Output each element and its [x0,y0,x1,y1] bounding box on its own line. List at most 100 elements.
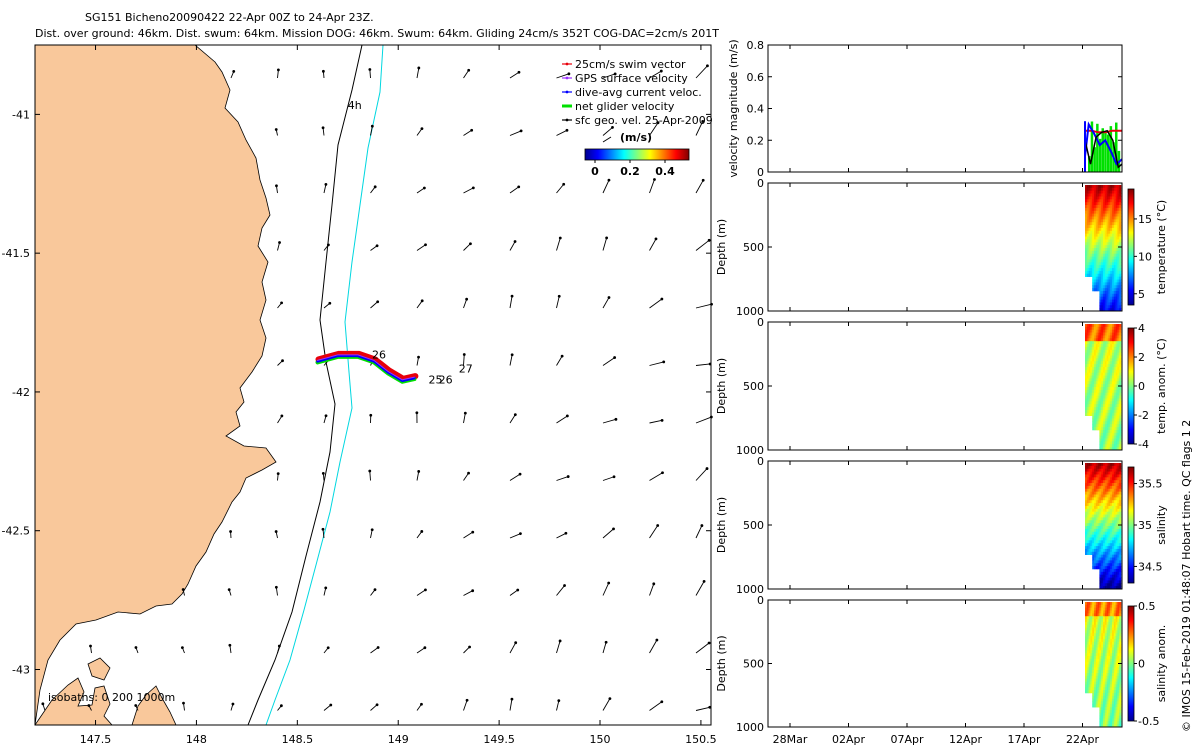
heatmap-cell [1097,548,1100,553]
heatmap-cell [1099,673,1102,677]
heatmap-cell [1094,202,1097,206]
heatmap-cell [1117,378,1120,382]
heatmap-cell [1099,409,1102,414]
heatmap-cell [1101,199,1104,203]
heatmap-cell [1099,607,1102,611]
heatmap-cell [1108,270,1111,275]
heatmap-cell [1092,650,1095,654]
heatmap-cell [1112,225,1115,229]
heatmap-cell [1112,540,1115,544]
heatmap-cell [1099,621,1102,626]
heatmap-cell [1095,624,1098,628]
current-arrow [463,472,469,481]
heatmap-cell [1110,248,1113,252]
heatmap-cell [1117,285,1120,289]
heatmap-cell [1108,407,1111,411]
heatmap-cell [1115,290,1118,295]
heatmap-cell [1110,279,1113,283]
depth-y-label: Depth (m) [715,219,728,275]
heatmap-cell [1095,508,1098,513]
heatmap-cell [1104,424,1107,428]
heatmap-cell [1094,193,1097,197]
heatmap-cell [1108,641,1111,645]
heatmap-cell [1119,695,1122,699]
depth-axes-frame [767,182,1123,312]
heatmap-cell [1095,537,1098,541]
current-arrow [463,129,472,136]
heatmap-cell [1108,372,1111,376]
heatmap-cell [1104,341,1107,345]
heatmap-cell [1108,503,1111,507]
heatmap-cell [1086,387,1089,391]
heatmap-cell [1097,199,1100,203]
dive-avg-band [316,354,416,383]
heatmap-cell [1090,369,1093,374]
heatmap-cell [1088,548,1091,553]
heatmap-cell [1095,392,1098,396]
heatmap-cell [1099,412,1102,416]
heatmap-cell [1090,508,1093,513]
heatmap-cell [1099,332,1102,336]
velocity-series-line [1084,121,1123,166]
heatmap-cell [1110,233,1113,237]
heatmap-cell [1106,219,1109,223]
heatmap-cell [1112,282,1115,286]
heatmap-cell [1094,352,1097,356]
heatmap-cell [1099,566,1102,570]
heatmap-cell [1110,494,1113,498]
heatmap-cell [1095,701,1098,705]
heatmap-cell [1099,265,1102,269]
current-arrow [509,354,513,366]
heatmap-cell [1086,610,1089,614]
heatmap-cell [1085,494,1088,498]
heatmap-cell [1092,375,1095,379]
heatmap-cell [1101,687,1104,691]
heatmap-cell [1101,262,1104,266]
heatmap-cell [1088,395,1091,399]
net-velocity-bar [1109,126,1113,172]
heatmap-cell [1103,571,1106,576]
heatmap-cell [1094,346,1097,351]
heatmap-cell [1086,227,1089,232]
heatmap-cell [1095,421,1098,425]
heatmap-cell [1095,288,1098,292]
heatmap-cell [1117,404,1120,408]
heatmap-cell [1094,655,1097,660]
heatmap-cell [1085,630,1088,634]
heatmap-cell [1085,242,1088,246]
heatmap-cell [1112,329,1115,333]
heatmap-cell [1099,517,1102,521]
heatmap-cell [1085,381,1088,385]
heatmap-cell [1119,227,1122,232]
heatmap-cell [1099,577,1102,581]
heatmap-cell [1115,242,1118,246]
heatmap-cell [1117,210,1120,214]
heatmap-cell [1090,543,1093,547]
heatmap-cell [1097,344,1100,348]
heatmap-cell [1099,296,1102,300]
heatmap-cell [1112,245,1115,249]
heatmap-cell [1101,401,1104,405]
heatmap-cell [1103,540,1106,544]
heatmap-cell [1108,219,1111,223]
heatmap-cell [1097,557,1100,561]
heatmap-cell [1108,715,1111,719]
heatmap-cell [1090,520,1093,524]
heatmap-cell [1113,630,1116,634]
heatmap-cell [1117,187,1120,192]
map-panel: 147.5 148 148.5 149 149.5 150 150.5 -41-41.5-4… [2,44,717,746]
heatmap-cell [1117,305,1120,309]
heatmap-cell [1094,389,1097,394]
heatmap-cell [1085,273,1088,277]
heatmap-cell [1119,604,1122,609]
heatmap-cell [1099,299,1102,303]
heatmap-cell [1104,338,1107,342]
heatmap-cell [1106,610,1109,614]
heatmap-cell [1085,687,1088,691]
current-arrow [602,127,613,136]
heatmap-cell [1117,364,1120,368]
current-arrow-head [563,584,566,587]
heatmap-cell [1112,638,1115,643]
heatmap-cell [1119,401,1122,405]
